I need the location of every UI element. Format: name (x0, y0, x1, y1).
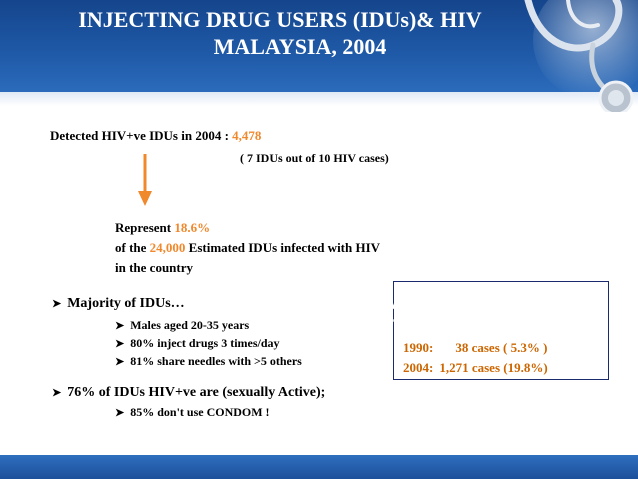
arrow-bullet-icon: ➤ (115, 320, 125, 332)
arrow-bullet-icon: ➤ (115, 356, 125, 368)
in-country-line: in the country (115, 260, 193, 275)
box-row-2004: 2004: 1,271 cases (19.8%) (403, 360, 548, 376)
title-line-2: MALAYSIA, 2004 (213, 34, 387, 59)
list-item: ➤ 80% inject drugs 3 times/day (115, 336, 280, 351)
header-band (0, 92, 638, 106)
estimated-label: Estimated IDUs infected with HIV (185, 240, 381, 255)
box-row-1990: 1990: 38 cases ( 5.3% ) (403, 340, 547, 356)
box-row-value: 1,271 cases (19.8%) (439, 360, 548, 375)
list-item-text: 80% inject drugs 3 times/day (130, 336, 280, 350)
sexual-heading-row: ➤ 76% of IDUs HIV+ve are (sexually Active… (52, 385, 325, 401)
arrow-bullet-icon: ➤ (115, 407, 125, 419)
list-item-text: Males aged 20-35 years (130, 318, 250, 332)
arrow-bullet-icon: ➤ (52, 387, 62, 399)
ratio-note: ( 7 IDUs out of 10 HIV cases) (240, 151, 389, 165)
list-item: ➤ 85% don't use CONDOM ! (115, 405, 270, 420)
detected-label: Detected HIV+ve IDUs in 2004 : (50, 128, 233, 143)
list-item: ➤ Males aged 20-35 years (115, 318, 249, 333)
box-row-value: 38 cases ( 5.3% ) (455, 340, 548, 355)
box-header-line-1: HIV infection through (374, 297, 498, 312)
box-row-year: 1990: (403, 340, 434, 355)
title-line-1: INJECTING DRUG USERS (IDUs)& HIV (78, 7, 482, 32)
of-the-label: of the (115, 240, 150, 255)
sexual-heading: 76% of IDUs HIV+ve are (sexually Active)… (67, 385, 326, 400)
arrow-bullet-icon: ➤ (115, 338, 125, 350)
estimated-line: of the 24,000 Estimated IDUs infected wi… (115, 240, 380, 256)
represent-label: Represent (115, 220, 175, 235)
represent-value: 18.6% (174, 220, 211, 235)
represent-line: Represent 18.6% (115, 220, 210, 236)
stethoscope-icon (524, 0, 638, 112)
detected-value: 4,478 (232, 128, 262, 143)
slide-title: INJECTING DRUG USERS (IDUs)& HIV MALAYSI… (0, 6, 560, 60)
majority-heading: Majority of IDUs… (67, 296, 185, 311)
box-row-year: 2004: (403, 360, 434, 375)
box-header-line-2: HETERO-SEXUAL Route (374, 316, 523, 331)
majority-heading-row: ➤ Majority of IDUs… (52, 296, 185, 312)
estimated-value: 24,000 (149, 240, 186, 255)
down-arrow-icon (138, 154, 152, 206)
hetero-sexual-box (393, 281, 609, 380)
list-item-text: 81% share needles with >5 others (130, 354, 302, 368)
arrow-bullet-icon: ➤ (52, 298, 62, 310)
footer-banner (0, 455, 638, 479)
list-item-text: 85% don't use CONDOM ! (130, 405, 270, 419)
detected-line: Detected HIV+ve IDUs in 2004 : 4,478 (50, 128, 261, 144)
list-item: ➤ 81% share needles with >5 others (115, 354, 302, 369)
